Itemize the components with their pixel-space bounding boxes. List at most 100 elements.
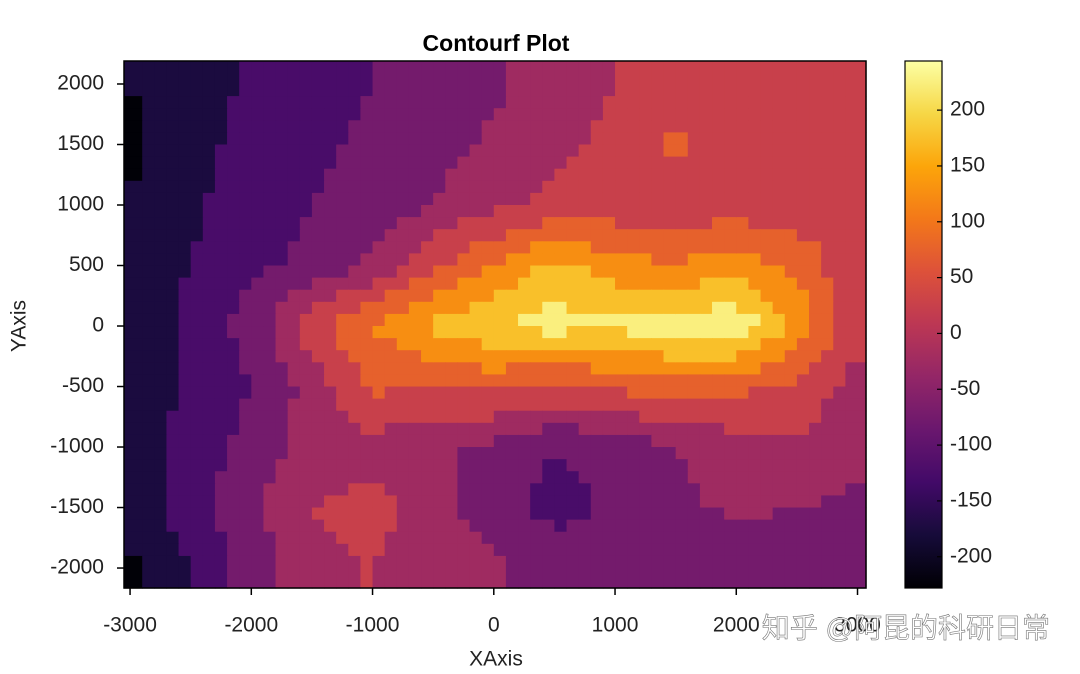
contour-cell (505, 156, 519, 170)
contour-cell (190, 434, 204, 448)
contour-cell (821, 507, 834, 521)
contour-cell (699, 61, 713, 97)
contour-cell (421, 422, 434, 436)
colorbar-tick-label: -200 (950, 544, 992, 567)
contour-cell (154, 519, 168, 533)
contour-cell (724, 386, 737, 400)
contour-cell (124, 543, 143, 557)
contour-cell (360, 192, 374, 206)
contour-cell (530, 229, 543, 242)
contour-cell (433, 192, 446, 206)
contour-cell (772, 519, 786, 533)
contour-cell (845, 495, 867, 509)
contour-cell (699, 217, 713, 230)
contour-cell (687, 483, 701, 497)
contour-cell (699, 374, 713, 388)
contour-cell (748, 205, 762, 218)
contour-cell (178, 447, 192, 460)
contour-cell (784, 459, 798, 472)
contour-cell (518, 422, 531, 436)
contour-cell (445, 301, 459, 315)
contour-cell (287, 301, 301, 315)
contour-cell (142, 205, 155, 218)
contour-cell (348, 555, 362, 589)
contour-cell (372, 241, 386, 255)
contour-cell (396, 156, 410, 170)
contour-cell (263, 447, 277, 460)
contour-cell (615, 386, 628, 400)
contour-cell (336, 555, 349, 589)
contour-cell (736, 253, 749, 267)
contour-cell (348, 253, 362, 267)
contour-cell (324, 471, 337, 484)
contour-cell (809, 471, 822, 484)
contour-cell (372, 434, 386, 448)
contour-cell (542, 96, 556, 109)
contour-cell (275, 483, 289, 497)
contour-cell (748, 374, 762, 388)
contour-cell (178, 471, 192, 484)
contour-cell (687, 168, 701, 182)
contour-cell (421, 350, 434, 363)
contour-cell (760, 61, 774, 97)
contour-cell (542, 132, 556, 146)
contour-cell (736, 144, 749, 158)
contour-cell (251, 192, 265, 206)
contour-cell (542, 326, 556, 339)
contour-cell (748, 289, 762, 303)
contour-cell (663, 555, 677, 589)
contour-cell (675, 229, 689, 242)
contour-cell (687, 217, 701, 230)
contour-cell (554, 531, 568, 545)
contour-cell (433, 519, 446, 533)
contour-cell (505, 229, 519, 242)
contour-cell (421, 434, 434, 448)
contour-cell (639, 120, 653, 133)
contour-cell (554, 543, 568, 557)
contour-cell (736, 277, 749, 291)
contour-cell (627, 120, 640, 133)
contour-cell (615, 205, 628, 218)
contour-cell (699, 205, 713, 218)
contour-cell (457, 217, 471, 230)
contour-cell (457, 362, 471, 376)
contour-cell (166, 531, 180, 545)
contour-cell (311, 459, 325, 472)
contour-cell (457, 168, 471, 182)
contour-cell (651, 61, 665, 97)
contour-cell (178, 192, 192, 206)
contour-cell (481, 434, 495, 448)
contour-cell (336, 434, 349, 448)
contour-cell (663, 205, 677, 218)
contour-cell (578, 96, 592, 109)
contour-cell (239, 217, 252, 230)
contour-cell (348, 180, 362, 194)
contour-cell (554, 192, 568, 206)
contour-cell (784, 277, 798, 291)
contour-cell (336, 350, 349, 363)
contour-cell (578, 422, 592, 436)
contour-cell (796, 313, 810, 327)
contour-cell (299, 531, 313, 545)
contour-cell (639, 495, 653, 509)
contour-cell (166, 459, 180, 472)
contour-cell (518, 338, 531, 351)
contour-cell (845, 217, 867, 230)
contour-cell (324, 313, 337, 327)
contour-cell (124, 217, 143, 230)
contour-cell (336, 265, 349, 279)
contour-cell (554, 180, 568, 194)
contour-cell (142, 132, 155, 146)
contour-cell (214, 132, 228, 146)
contour-cell (469, 205, 483, 218)
contour-cell (166, 132, 180, 146)
contour-cell (360, 313, 374, 327)
contour-cell (178, 253, 192, 267)
contour-cell (760, 192, 774, 206)
contour-cell (421, 410, 434, 424)
contour-cell (554, 217, 568, 230)
contour-cell (809, 180, 822, 194)
contour-cell (408, 483, 422, 497)
contour-cell (639, 180, 653, 194)
contour-cell (712, 495, 725, 509)
